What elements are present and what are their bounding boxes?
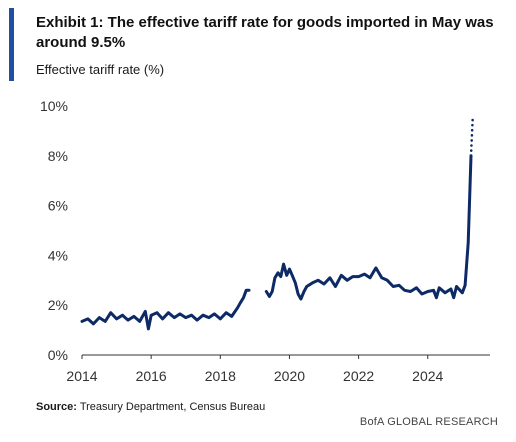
x-tick-label: 2020 xyxy=(274,368,305,384)
line-chart: 0% 2% 4% 6% 8% 10% 2014 2016 2018 2020 2022 2024 xyxy=(40,98,490,384)
accent-bar xyxy=(9,8,14,81)
chart-subtitle: Effective tariff rate (%) xyxy=(36,62,165,77)
y-tick-label: 6% xyxy=(48,198,68,214)
source-note: Source: Treasury Department, Census Bure… xyxy=(36,401,265,413)
x-tick-label: 2024 xyxy=(412,368,443,384)
source-label: Source: xyxy=(36,401,77,413)
y-tick-label: 0% xyxy=(48,347,68,363)
y-tick-label: 10% xyxy=(40,98,68,114)
y-tick-label: 4% xyxy=(48,247,68,263)
series-line-segment xyxy=(80,288,251,331)
chart-title: Exhibit 1: The effective tariff rate for… xyxy=(36,14,494,51)
x-tick-label: 2016 xyxy=(136,368,167,384)
y-tick-label: 2% xyxy=(48,297,68,313)
series-line-segment xyxy=(264,154,473,301)
brand-label: BofA GLOBAL RESEARCH xyxy=(359,416,498,428)
x-tick-label: 2018 xyxy=(205,368,236,384)
source-text: Treasury Department, Census Bureau xyxy=(79,401,266,413)
y-tick-label: 8% xyxy=(48,148,68,164)
series-line-dotted xyxy=(469,117,474,158)
x-tick-label: 2014 xyxy=(66,368,97,384)
x-tick-label: 2022 xyxy=(343,368,374,384)
